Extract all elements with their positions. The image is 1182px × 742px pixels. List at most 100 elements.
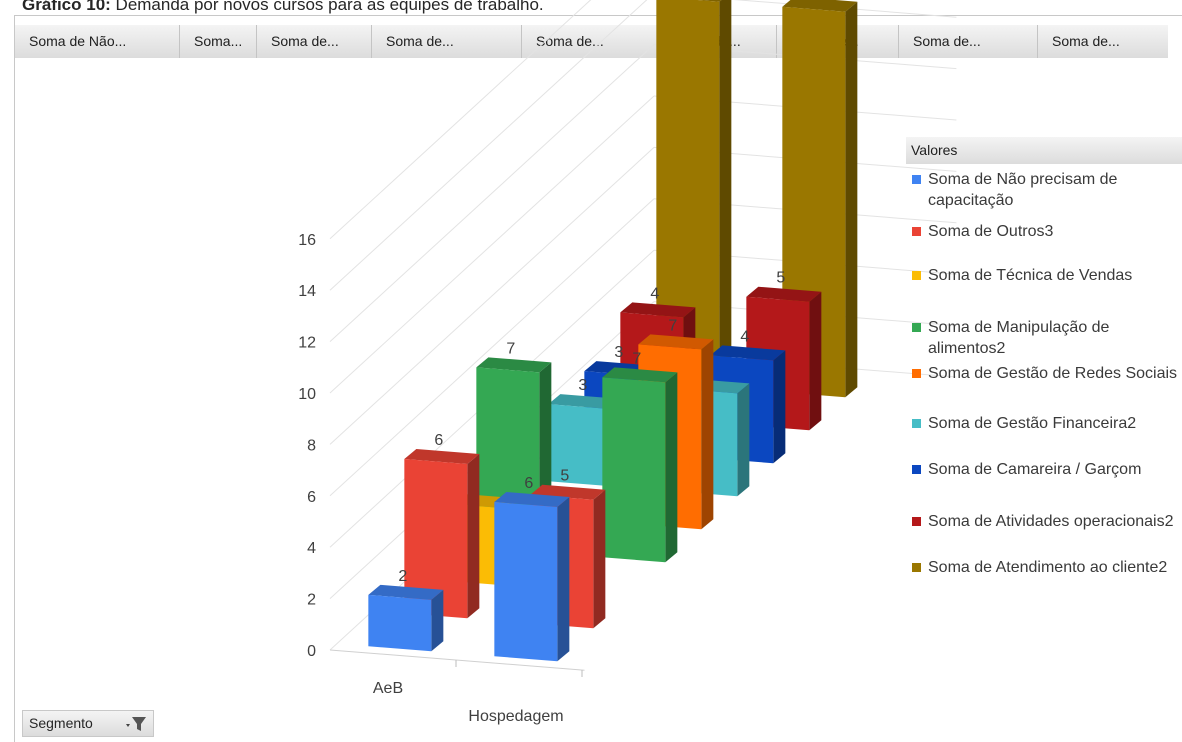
bar-top <box>746 286 822 302</box>
y-tick-label: 4 <box>307 540 316 557</box>
legend-item: Soma de Camareira / Garçom <box>906 459 1182 480</box>
legend-label: Soma de Atividades operacionais2 <box>928 513 1174 530</box>
gridline <box>329 44 655 342</box>
data-label: 7 <box>668 317 677 334</box>
legend-label: Soma de Gestão Financeira2 <box>928 415 1137 432</box>
legend-item: Soma de Não precisam de capacitação <box>906 169 1182 211</box>
y-tick-label: 16 <box>298 232 316 249</box>
bar-side <box>431 589 444 652</box>
data-label: 4 <box>650 285 659 302</box>
legend-label: Soma de Atendimento ao cliente2 <box>928 559 1168 576</box>
legend-swatch <box>912 369 921 378</box>
y-tick-label: 10 <box>298 386 316 403</box>
x-tick-label: AeB <box>373 680 403 697</box>
legend-item: Soma de Atendimento ao cliente2 <box>906 557 1182 578</box>
legend-label: Soma de Outros3 <box>928 223 1054 240</box>
legend-item: Soma de Manipulação de alimentos2 <box>906 317 1182 359</box>
field-button[interactable]: Soma de... <box>1052 33 1120 49</box>
bar-side <box>719 0 732 388</box>
legend-swatch <box>912 323 921 332</box>
segment-filter-button[interactable]: Segmento <box>22 710 154 737</box>
bar-front <box>494 502 558 662</box>
bar-top <box>404 449 480 465</box>
y-tick-label: 12 <box>298 335 316 352</box>
bar-side <box>665 372 678 563</box>
legend-item: Soma de Técnica de Vendas <box>906 265 1182 286</box>
data-label: 7 <box>632 350 641 367</box>
legend-header-values[interactable]: Valores <box>906 137 1182 164</box>
bar-side <box>701 339 714 530</box>
bar-side <box>593 489 606 629</box>
bar-side <box>845 1 858 398</box>
bar: 6 <box>494 475 570 662</box>
legend-swatch <box>912 517 921 526</box>
y-tick-label: 14 <box>298 283 316 300</box>
segment-filter-label: Segmento <box>29 715 93 731</box>
legend-swatch <box>912 271 921 280</box>
bar: 15 <box>656 0 732 388</box>
bar-top <box>602 367 678 383</box>
bar-side <box>737 383 750 497</box>
data-label: 2 <box>398 568 407 585</box>
y-tick-label: 6 <box>307 489 316 506</box>
gridline <box>329 95 655 394</box>
figure-caption: Gráfico 10: Demanda por novos cursos par… <box>22 0 544 15</box>
bar-side <box>773 350 786 464</box>
legend-swatch <box>912 465 921 474</box>
data-label: 3 <box>614 344 623 361</box>
bar-front <box>602 377 666 563</box>
bar-top <box>620 302 696 318</box>
legend-swatch <box>912 419 921 428</box>
bar: 7 <box>602 350 678 563</box>
gridline <box>329 0 648 291</box>
data-label: 4 <box>740 328 749 345</box>
caption-label: Gráfico 10: <box>22 0 111 14</box>
data-label: 5 <box>776 270 785 287</box>
legend-swatch <box>912 563 921 572</box>
legend-swatch <box>912 227 921 236</box>
data-label: 3 <box>578 377 587 394</box>
legend-label: Soma de Camareira / Garçom <box>928 461 1142 478</box>
bar-top <box>710 345 786 361</box>
bar-top <box>368 584 444 600</box>
y-tick-label: 2 <box>307 592 316 609</box>
legend-label: Soma de Técnica de Vendas <box>928 267 1133 284</box>
bar-side <box>467 454 480 619</box>
bar-top <box>782 0 858 12</box>
value-field-buttons: Soma de Não... Soma... Soma de... Soma d… <box>15 25 1168 58</box>
y-tick-label: 0 <box>307 643 316 660</box>
bar-top <box>697 0 722 2</box>
field-button[interactable]: Soma de... <box>372 25 522 58</box>
bar: 6 <box>404 432 480 619</box>
filter-dropdown-icon <box>126 717 146 731</box>
caption-text: Demanda por novos cursos para as equipes… <box>110 0 544 14</box>
data-label: 6 <box>434 432 443 449</box>
legend-item: Soma de Gestão Financeira2 <box>906 413 1182 434</box>
field-button[interactable]: Soma... <box>180 25 257 58</box>
legend-item: Soma de Gestão de Redes Sociais <box>906 363 1182 384</box>
x-axis-line <box>329 649 585 671</box>
y-tick-label: 8 <box>307 437 316 454</box>
legend-label: Soma de Manipulação de alimentos2 <box>928 319 1110 357</box>
data-label: 5 <box>560 468 569 485</box>
bar-side <box>557 497 570 662</box>
bar-front <box>656 0 720 388</box>
data-label: 6 <box>524 475 533 492</box>
chart-frame <box>14 15 1182 742</box>
field-button[interactable]: Soma de... <box>899 25 1038 58</box>
data-label: 7 <box>506 340 515 357</box>
bar-front <box>404 459 468 619</box>
field-button[interactable]: Soma de Não... <box>15 25 180 58</box>
bar-front <box>368 594 432 652</box>
legend-label: Soma de Gestão de Redes Sociais <box>928 365 1178 382</box>
chart-legend: Valores Soma de Não precisam de capacita… <box>906 137 1182 576</box>
bar-front <box>548 404 612 487</box>
field-button[interactable]: Soma de... <box>257 25 372 58</box>
bar-top <box>494 492 570 508</box>
legend-swatch <box>912 175 921 184</box>
gridline <box>329 0 592 240</box>
gridline <box>329 198 655 497</box>
legend-item: Soma de Atividades operacionais2 <box>906 511 1182 532</box>
legend-item: Soma de Outros3 <box>906 221 1182 242</box>
bar-side <box>809 291 822 431</box>
